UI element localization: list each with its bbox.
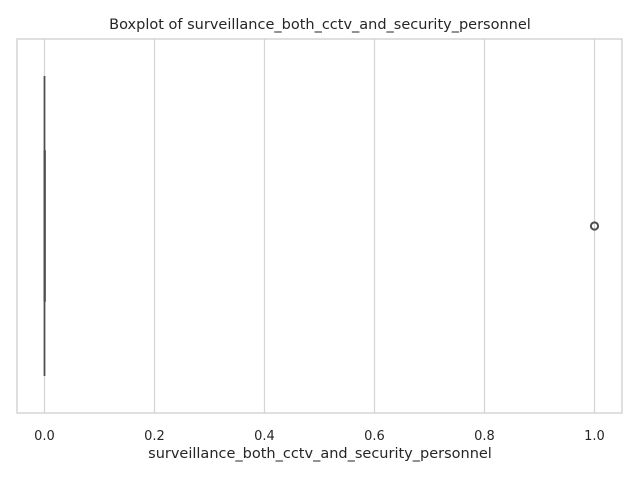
outlier-points	[589, 221, 600, 231]
plot-frame	[16, 38, 623, 414]
x-tick-label: 0.4	[254, 429, 275, 444]
outlier-point	[589, 221, 600, 231]
x-tick-label: 0.6	[364, 429, 385, 444]
boxplot-box	[43, 76, 46, 376]
x-axis-label: surveillance_both_cctv_and_security_pers…	[148, 446, 492, 462]
chart-title: Boxplot of surveillance_both_cctv_and_se…	[109, 17, 531, 33]
x-tick-label: 0.8	[474, 429, 495, 444]
x-tick-labels: 0.0 0.2 0.4 0.6 0.8 1.0	[34, 429, 605, 444]
x-tick-label: 0.2	[144, 429, 165, 444]
x-tick-label: 0.0	[34, 429, 55, 444]
x-tick-label: 1.0	[584, 429, 605, 444]
